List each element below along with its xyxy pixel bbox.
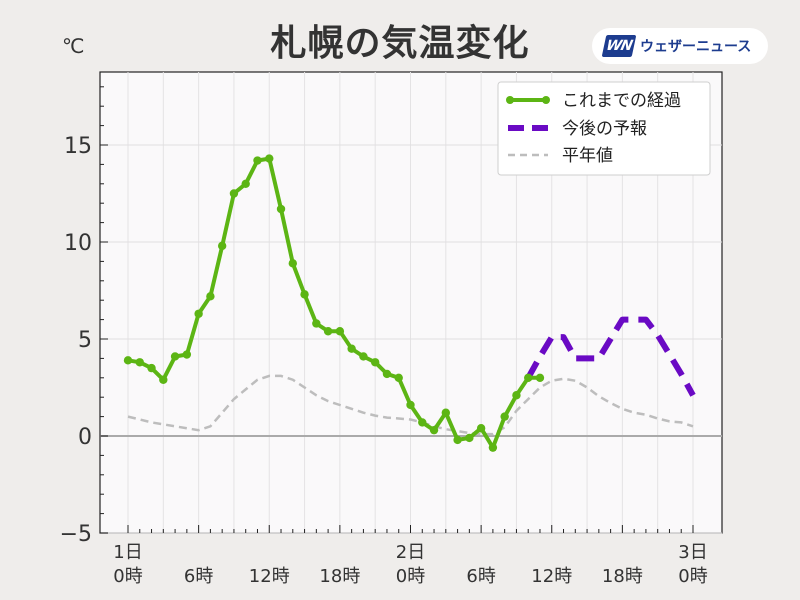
legend-box xyxy=(497,81,711,176)
observed-point xyxy=(535,373,545,382)
y-tick-label: 10 xyxy=(64,231,92,256)
x-tick-label-hour: 18時 xyxy=(319,566,360,587)
observed-point xyxy=(465,433,474,443)
legend-label: 平年値 xyxy=(562,146,613,166)
observed-point xyxy=(476,424,486,433)
observed-point xyxy=(135,358,144,367)
observed-point xyxy=(300,290,309,299)
y-tick-label: −5 xyxy=(60,522,92,547)
observed-point xyxy=(512,391,521,400)
chart-title: 札幌の気温変化 xyxy=(270,23,530,64)
logo-text: ウェザーニュース xyxy=(640,39,752,55)
observed-point xyxy=(276,204,286,214)
legend-observed-marker xyxy=(542,96,550,104)
legend-observed-marker xyxy=(506,96,514,104)
observed-point xyxy=(265,154,274,163)
observed-point xyxy=(441,408,451,417)
observed-point xyxy=(241,179,250,188)
observed-point xyxy=(159,375,168,384)
observed-point xyxy=(347,344,356,353)
observed-point xyxy=(453,435,462,445)
observed-point xyxy=(147,363,156,373)
observed-point xyxy=(406,400,415,410)
observed-point xyxy=(253,156,262,165)
x-tick-label-day: 3日 xyxy=(678,542,707,563)
observed-point xyxy=(206,292,215,301)
x-tick-label-hour: 6時 xyxy=(184,566,213,587)
x-tick-label-hour: 12時 xyxy=(531,566,572,587)
observed-point xyxy=(170,352,180,361)
observed-point xyxy=(312,319,321,328)
observed-point xyxy=(488,443,498,452)
observed-point xyxy=(394,373,403,382)
y-tick-label: 15 xyxy=(64,134,92,159)
observed-point xyxy=(217,241,227,251)
x-tick-label-hour: 0時 xyxy=(113,566,142,587)
observed-point xyxy=(123,356,133,365)
x-tick-label-day: 2日 xyxy=(396,542,425,563)
y-axis-unit: ℃ xyxy=(62,34,85,58)
x-tick-label-hour: 0時 xyxy=(396,566,425,587)
y-tick-label: 0 xyxy=(78,425,92,450)
observed-point xyxy=(335,327,345,336)
observed-point xyxy=(182,350,192,359)
weathernews-logo: WN ウェザーニュース xyxy=(592,28,768,64)
x-tick-label-day: 1日 xyxy=(113,542,142,563)
observed-point xyxy=(359,352,368,361)
observed-point xyxy=(382,369,392,379)
observed-point xyxy=(229,189,239,198)
x-tick-label-hour: 18時 xyxy=(602,566,643,587)
x-tick-label-hour: 6時 xyxy=(466,566,495,587)
observed-point xyxy=(429,425,439,435)
series-forecast-line xyxy=(525,316,696,397)
x-tick-label-hour: 0時 xyxy=(678,566,707,587)
y-tick-label: 5 xyxy=(78,328,92,353)
observed-point xyxy=(194,309,203,318)
observed-point xyxy=(288,259,297,268)
legend-label: これまでの経過 xyxy=(562,91,681,111)
legend-label: 今後の予報 xyxy=(562,119,647,139)
observed-point xyxy=(323,327,333,336)
observed-point xyxy=(418,418,427,427)
observed-point xyxy=(524,373,533,382)
x-tick-label-hour: 12時 xyxy=(249,566,290,587)
observed-point xyxy=(370,358,380,367)
observed-point xyxy=(500,412,509,421)
